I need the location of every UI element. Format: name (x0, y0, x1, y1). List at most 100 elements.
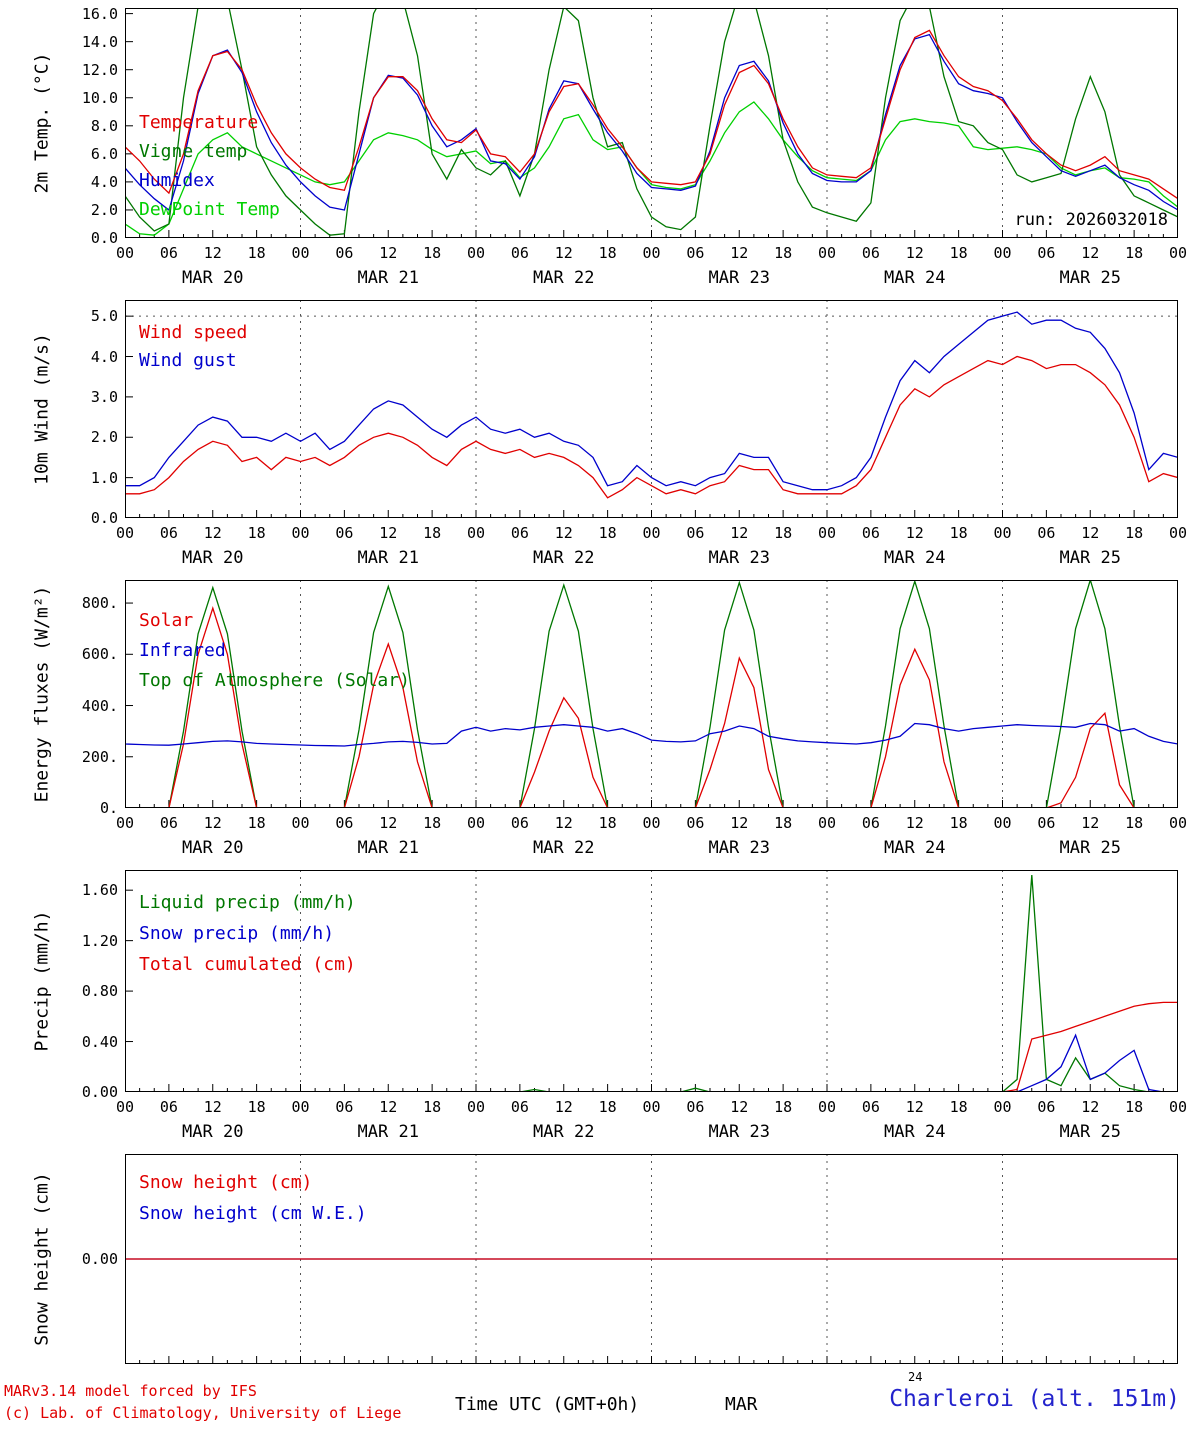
day-label: MAR 22 (533, 548, 595, 568)
day-label: MAR 25 (1059, 838, 1121, 858)
y-tick-label: 400. (81, 696, 118, 715)
x-tick-label: 06 (1037, 524, 1056, 542)
x-tick-label: 00 (115, 524, 135, 542)
x-tick-label: 06 (861, 1098, 880, 1116)
y-tick-label: 1.60 (81, 881, 118, 900)
legend: Wind speed Wind gust (139, 322, 247, 378)
x-tick-label: 12 (379, 1098, 398, 1116)
x-tick-label: 06 (686, 1098, 705, 1116)
day-label: MAR 24 (884, 838, 946, 858)
y-tick-label: 200. (81, 747, 118, 766)
x-tick-label: 12 (905, 814, 924, 832)
x-tick-label: 18 (949, 1098, 968, 1116)
x-tick-label: 18 (949, 524, 968, 542)
x-tick-label: 06 (510, 814, 529, 832)
day-label: MAR 20 (182, 1122, 244, 1142)
x-tick-label: 18 (774, 524, 793, 542)
y-tick-label: 10.0 (81, 88, 118, 107)
x-tick-label: 00 (115, 814, 135, 832)
legend-item: Vigne temp (139, 141, 248, 162)
panel-temperature: 2m Temp. (°C) 0.0 2.0 4.0 6.0 8.0 10.0 12.0 14.… (0, 5, 1194, 300)
x-tick-label: 12 (203, 244, 222, 262)
x-tick-label: 06 (335, 814, 354, 832)
y-tick-label: 4.0 (90, 172, 118, 191)
y-tick-label: 0.40 (81, 1032, 118, 1051)
x-tick-label: 06 (686, 244, 705, 262)
legend-item: Temperature (139, 112, 259, 133)
x-tick-label: 00 (1168, 1098, 1188, 1116)
x-axis-labels: 00 06 12 18 00 06 12 18 00 06 12 18 00 06 12 18 00 06 12 18… (0, 1092, 1194, 1154)
panel-energy-fluxes: Energy fluxes (W/m²) 0. 200. 400. 600. 800. … (0, 580, 1194, 870)
y-tick-label: 800. (81, 594, 118, 613)
legend-item: DewPoint Temp (139, 199, 280, 220)
series-wind-speed (125, 355, 1178, 499)
x-tick-label: 18 (423, 524, 442, 542)
x-tick-label: 12 (1081, 524, 1100, 542)
x-tick-label: 12 (379, 814, 398, 832)
series-temperature (125, 29, 1178, 200)
panel-wind: 10m Wind (m/s) 0.0 1.0 2.0 3.0 4.0 5.0 Wind s… (0, 300, 1194, 580)
x-tick-label: 06 (335, 244, 354, 262)
x-tick-label: 12 (1081, 1098, 1100, 1116)
x-tick-label: 18 (949, 814, 968, 832)
x-tick-label: 18 (598, 524, 617, 542)
x-axis-title: Time UTC (GMT+0h) (455, 1394, 640, 1415)
legend-item: Wind speed (139, 322, 248, 343)
panel-snow-height: Snow height (cm) 0.00 Snow height (cm) Sn… (0, 1154, 1194, 1364)
x-tick-label: 12 (905, 1098, 924, 1116)
legend-item: Wind gust (139, 350, 237, 371)
x-tick-label: 12 (905, 524, 924, 542)
day-label: MAR 21 (357, 838, 419, 858)
y-tick-label: 4.0 (90, 347, 118, 366)
x-tick-label: 00 (642, 524, 661, 542)
x-tick-label: 06 (1037, 244, 1056, 262)
x-tick-label: 00 (115, 1098, 135, 1116)
x-tick-label: 00 (993, 1098, 1012, 1116)
y-tick-label: 6.0 (90, 144, 118, 163)
day-label: MAR 23 (708, 1122, 770, 1142)
x-tick-label: 18 (247, 524, 266, 542)
day-label: MAR 21 (357, 548, 419, 568)
plot-area: Snow height (cm) Snow height (cm W.E.) (125, 1154, 1178, 1364)
legend-item: Infrared (139, 640, 226, 661)
x-tick-label: 06 (1037, 1098, 1056, 1116)
day-label: MAR 20 (182, 548, 244, 568)
y-tick-label: 1.0 (90, 468, 118, 487)
x-tick-label: 00 (291, 814, 310, 832)
x-tick-label: 00 (466, 1098, 486, 1116)
x-tick-label: 12 (203, 1098, 222, 1116)
chart-svg-snow-height (125, 1154, 1178, 1364)
run-label: run: 2026032018 (1014, 210, 1168, 230)
x-tick-label: 06 (1037, 814, 1056, 832)
x-tick-label: 06 (510, 524, 529, 542)
x-tick-label: 18 (1125, 524, 1144, 542)
day-label: MAR 23 (708, 268, 770, 288)
x-tick-label: 00 (642, 1098, 661, 1116)
x-tick-label: 18 (774, 1098, 793, 1116)
series-wind-gust (125, 311, 1178, 491)
x-tick-label: 00 (291, 1098, 310, 1116)
x-tick-label: 00 (291, 244, 310, 262)
y-tick-label: 3.0 (90, 387, 118, 406)
x-tick-label: 00 (817, 524, 837, 542)
y-tick-label: 600. (81, 645, 118, 664)
day-label: MAR 24 (884, 1122, 946, 1142)
x-tick-label: 00 (642, 814, 661, 832)
y-tick-labels: 0.0 2.0 4.0 6.0 8.0 10.0 12.0 14.0 16.0 (0, 5, 118, 300)
day-label: MAR 21 (357, 268, 419, 288)
y-tick-label: 0. (99, 799, 118, 817)
x-tick-label: 00 (1168, 524, 1188, 542)
x-tick-label: 18 (1125, 814, 1144, 832)
plot-area: Wind speed Wind gust (125, 300, 1178, 518)
x-tick-label: 18 (247, 244, 266, 262)
x-tick-label: 18 (423, 1098, 442, 1116)
day-label: MAR 23 (708, 838, 770, 858)
footer: MARv3.14 model forced by IFS (c) Lab. of… (0, 1364, 1194, 1440)
legend: Snow height (cm) Snow height (cm W.E.) (139, 1172, 367, 1234)
legend-item: Liquid precip (mm/h) (139, 892, 356, 913)
x-tick-label: 00 (817, 1098, 837, 1116)
x-tick-label: 00 (817, 244, 837, 262)
x-tick-label: 18 (1125, 1098, 1144, 1116)
x-axis-labels: 00 06 12 18 00 06 12 18 00 06 12 18 00 06 12 18 00 06 12 18… (0, 808, 1194, 870)
